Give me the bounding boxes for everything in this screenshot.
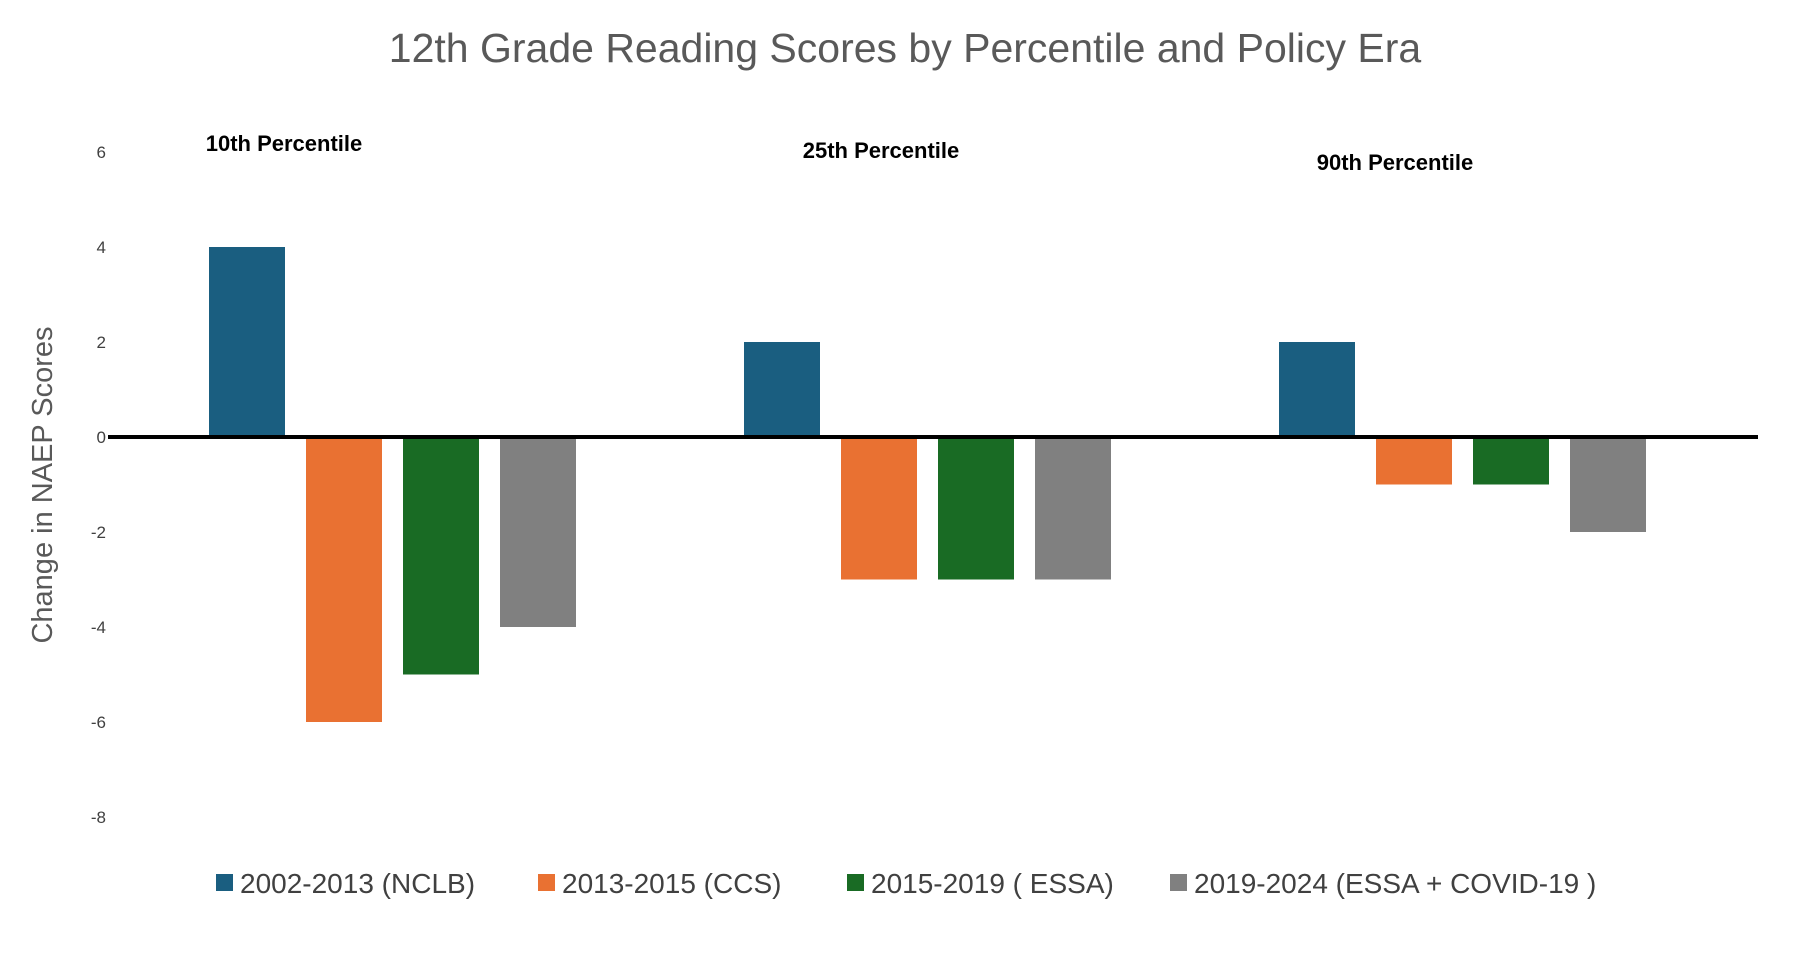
chart-title: 12th Grade Reading Scores by Percentile … <box>389 25 1422 71</box>
legend-swatch <box>538 874 555 891</box>
category-labels: 10th Percentile 25th Percentile 90th Perce… <box>206 131 1474 175</box>
y-tick-label: -6 <box>91 713 106 732</box>
y-tick-label: 2 <box>97 333 106 352</box>
bar <box>744 342 820 437</box>
bar <box>1473 437 1549 485</box>
bar <box>938 437 1014 580</box>
bar <box>1035 437 1111 580</box>
legend-swatch <box>1170 874 1187 891</box>
bar <box>1570 437 1646 532</box>
y-axis-ticks: 6 4 2 0 -2 -4 -6 -8 <box>91 143 106 827</box>
bar <box>1376 437 1452 485</box>
legend-swatch <box>216 874 233 891</box>
bar <box>306 437 382 722</box>
y-tick-label: 0 <box>97 428 106 447</box>
bar <box>209 247 285 437</box>
category-label: 25th Percentile <box>803 138 960 163</box>
legend: 2002-2013 (NCLB) 2013-2015 (CCS) 2015-2019… <box>216 868 1596 899</box>
bar <box>1279 342 1355 437</box>
bar <box>841 437 917 580</box>
legend-label: 2013-2015 (CCS) <box>562 868 781 899</box>
legend-label: 2019-2024 (ESSA + COVID-19 ) <box>1194 868 1596 899</box>
legend-label: 2015-2019 ( ESSA) <box>871 868 1114 899</box>
y-tick-label: -2 <box>91 523 106 542</box>
y-tick-label: -4 <box>91 618 106 637</box>
y-tick-label: 6 <box>97 143 106 162</box>
legend-label: 2002-2013 (NCLB) <box>240 868 475 899</box>
y-axis-label: Change in NAEP Scores <box>27 326 59 643</box>
bar <box>403 437 479 675</box>
y-tick-label: -8 <box>91 808 106 827</box>
bars <box>209 247 1646 722</box>
legend-swatch <box>847 874 864 891</box>
category-label: 10th Percentile <box>206 131 363 156</box>
y-tick-label: 4 <box>97 238 106 257</box>
bar <box>500 437 576 627</box>
category-label: 90th Percentile <box>1317 150 1474 175</box>
